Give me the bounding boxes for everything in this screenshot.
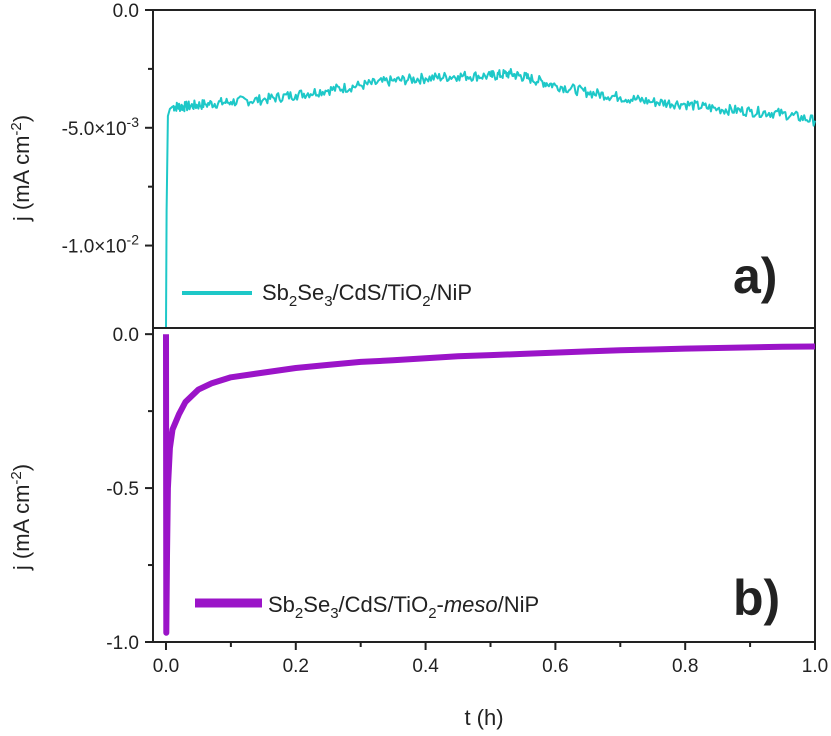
series-line xyxy=(165,68,816,329)
panel-b-frame xyxy=(152,327,816,643)
series-line xyxy=(163,334,816,636)
x-axis-title: t (h) xyxy=(464,705,503,730)
panel-b: 0.0 -0.5 -1.0 0.0 0.2 0.4 0.6 0.8 1.0 Sb2Se3/CdS… xyxy=(8,325,828,730)
panel-a-legend: Sb2Se3/CdS/TiO2/NiP xyxy=(182,280,472,310)
x-tick-label: 0.0 xyxy=(153,656,179,677)
panel-a-frame xyxy=(152,9,816,329)
y-tick-label: 0.0 xyxy=(113,325,139,346)
x-tick-label: 1.0 xyxy=(802,656,828,677)
y-tick-label: 0.0 xyxy=(113,1,139,22)
panel-b-plot-area xyxy=(163,334,816,636)
x-tick-label: 0.4 xyxy=(412,656,439,677)
panel-b-ticks: 0.0 -0.5 -1.0 0.0 0.2 0.4 0.6 0.8 1.0 xyxy=(106,325,828,677)
y-tick-label: -1.0 xyxy=(106,633,139,654)
panel-b-legend: Sb2Se3/CdS/TiO2-meso/NiP xyxy=(195,592,539,622)
panel-a: 0.0 -5.0×10-3 -1.0×10-2 Sb2Se3/CdS/TiO2/Ni… xyxy=(8,1,816,329)
panel-a-ticks: 0.0 -5.0×10-3 -1.0×10-2 xyxy=(62,1,153,258)
y-tick-label: -1.0×10-2 xyxy=(62,232,140,258)
panel-a-plot-area xyxy=(165,68,816,329)
panel-a-label: a) xyxy=(733,248,777,304)
panel-b-legend-text: Sb2Se3/CdS/TiO2-meso/NiP xyxy=(268,592,539,622)
panel-b-ylabel: j (mA cm-2) xyxy=(8,464,34,571)
panel-a-ylabel: j (mA cm-2) xyxy=(8,115,34,222)
y-tick-label: -0.5 xyxy=(106,479,139,500)
x-tick-label: 0.2 xyxy=(283,656,309,677)
y-tick-label: -5.0×10-3 xyxy=(62,114,140,140)
x-tick-label: 0.8 xyxy=(672,656,698,677)
panel-b-label: b) xyxy=(733,570,780,626)
x-tick-label: 0.6 xyxy=(542,656,568,677)
panel-a-legend-text: Sb2Se3/CdS/TiO2/NiP xyxy=(262,280,472,310)
